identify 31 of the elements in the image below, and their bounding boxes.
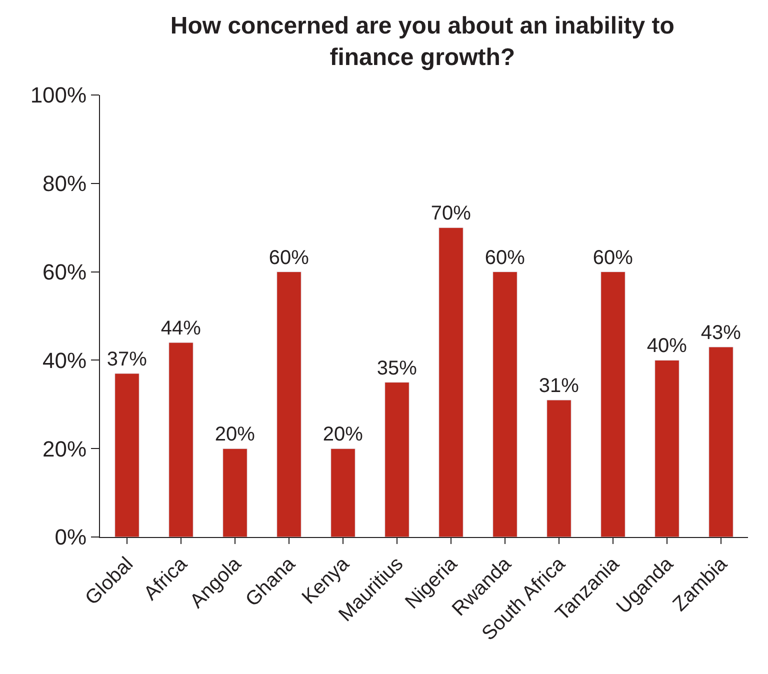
y-tick-label: 20% — [42, 436, 87, 462]
data-label: 60% — [484, 246, 526, 269]
chart-title: How concerned are you about an inability to finance growth? — [170, 12, 674, 71]
data-label: 44% — [160, 318, 202, 340]
data-label: 40% — [646, 335, 688, 358]
data-label: 31% — [538, 374, 580, 397]
bar — [708, 346, 734, 537]
bar — [168, 342, 194, 537]
data-label: 60% — [592, 246, 634, 269]
bar — [492, 272, 518, 537]
data-label: 43% — [700, 322, 742, 344]
data-label: 37% — [106, 348, 148, 370]
bar — [276, 272, 302, 537]
data-label: 70% — [430, 202, 472, 225]
data-label: 20% — [322, 424, 364, 446]
y-tick-label: 60% — [42, 260, 87, 284]
data-label: 20% — [214, 424, 256, 446]
y-tick-label: 100% — [30, 82, 87, 108]
bar — [114, 373, 140, 537]
bar — [654, 360, 680, 537]
bar — [600, 272, 626, 537]
y-tick-label: 80% — [42, 171, 87, 196]
bar — [222, 448, 248, 537]
bar — [546, 400, 572, 537]
y-tick-label: 40% — [42, 348, 87, 373]
data-label: 60% — [268, 246, 310, 269]
y-tick-label: 0% — [54, 524, 87, 550]
data-label: 35% — [376, 357, 418, 380]
bar — [330, 448, 356, 537]
bar — [438, 227, 464, 537]
bar — [384, 382, 410, 537]
